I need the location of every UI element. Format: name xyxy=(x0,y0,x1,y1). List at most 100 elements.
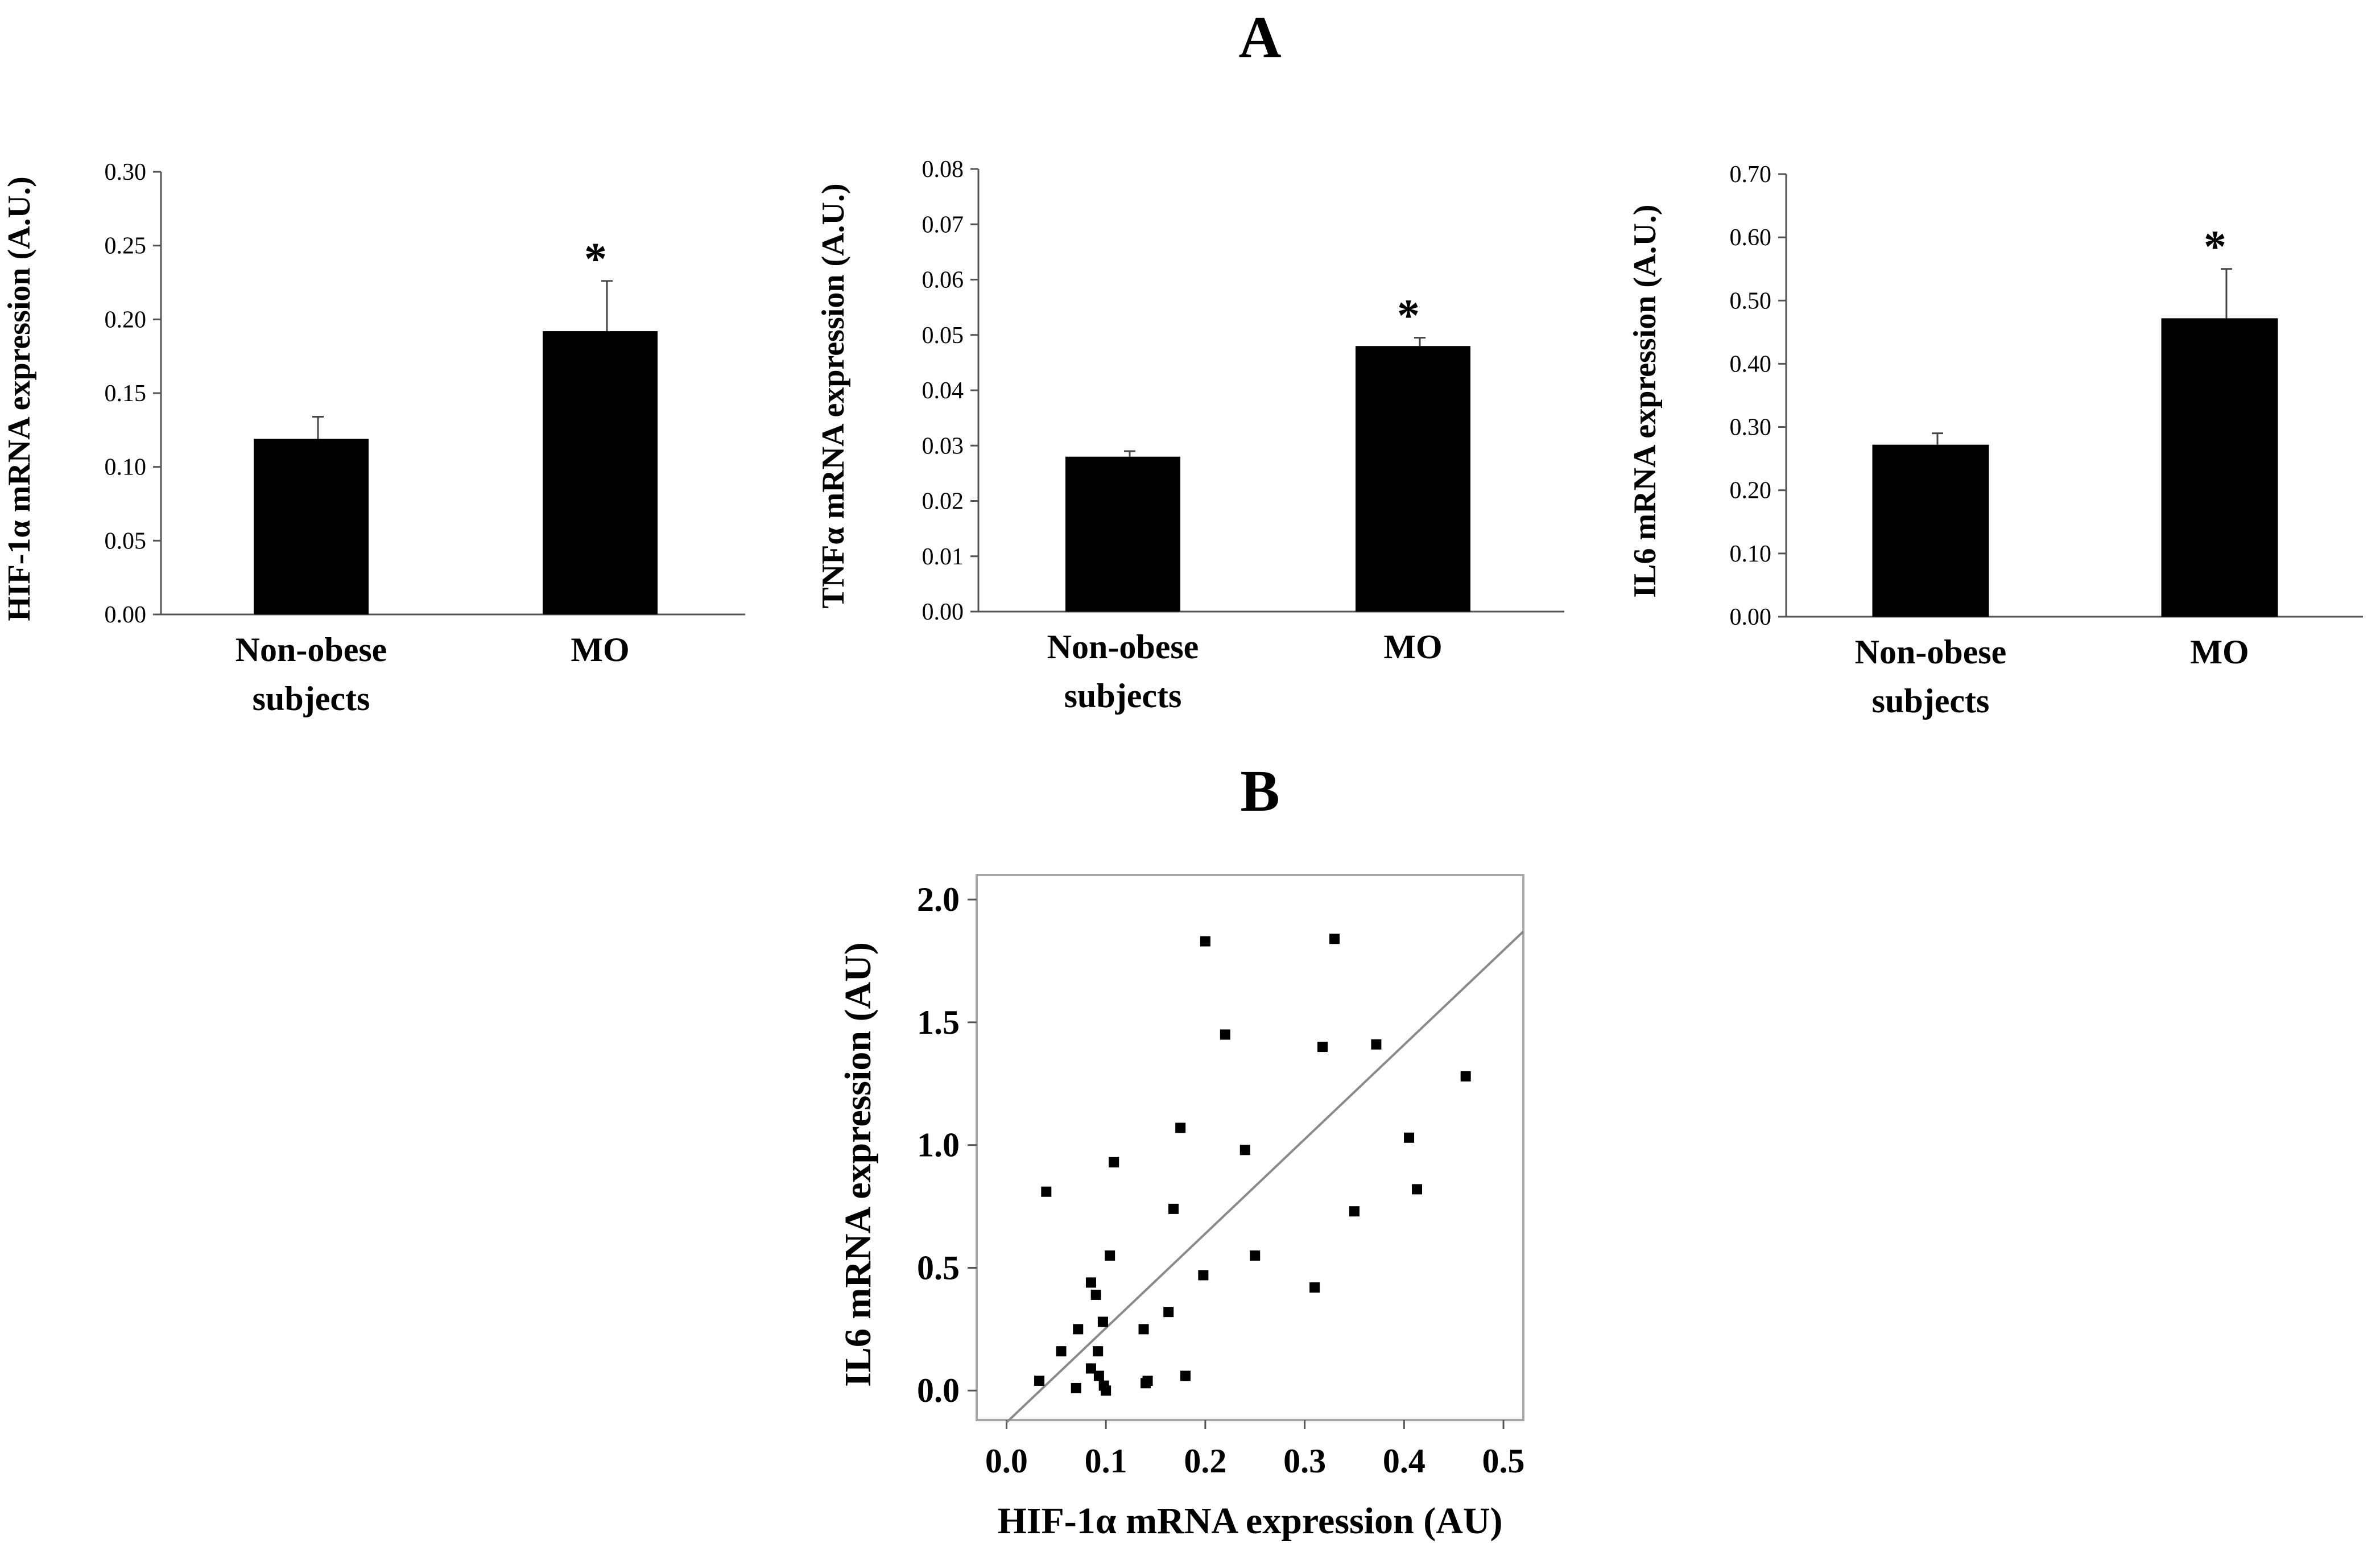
hif1a-vs-il6-scatter: 0.0 0.5 1.0 1.5 2.0 0.0 0.1 0.2 0.3 0.4 0.5 HIF-1α … xyxy=(837,874,1525,1542)
y-tick-label: 0.06 xyxy=(922,267,964,294)
scatter-point xyxy=(1034,1375,1045,1386)
scatter-point xyxy=(1200,936,1210,947)
y-tick-label: 0.30 xyxy=(105,159,147,185)
il6-bar-chart: 0.00 0.10 0.20 0.30 0.40 0.50 0.60 0.70 IL6 mRNA… xyxy=(1627,162,2363,720)
x-axis-title: HIF-1α mRNA expression (AU) xyxy=(997,1500,1502,1542)
y-tick-label: 0.25 xyxy=(105,233,147,259)
bar xyxy=(543,331,658,614)
scatter-point xyxy=(1349,1206,1360,1217)
scatter-point xyxy=(1329,934,1340,944)
y-tick-label: 1.0 xyxy=(917,1126,960,1164)
scatter-point xyxy=(1198,1270,1209,1281)
scatter-point xyxy=(1412,1184,1423,1195)
y-tick-label: 0.05 xyxy=(105,528,147,554)
y-tick-label: 0.00 xyxy=(1730,604,1772,630)
significance-marker: * xyxy=(1397,291,1420,341)
y-axis-title: TNFα mRNA expression (A.U.) xyxy=(816,183,851,608)
category-label-line: Non-obese xyxy=(1855,633,2007,671)
category-label: MO xyxy=(2190,633,2249,671)
panel-label-a: A xyxy=(1238,5,1281,70)
scatter-point xyxy=(1175,1122,1186,1133)
bar xyxy=(1356,346,1470,612)
y-tick-label: 0.20 xyxy=(1730,478,1772,504)
category-label: Non-obese subjects xyxy=(235,631,387,717)
scatter-point xyxy=(1101,1385,1112,1396)
y-tick-label: 0.00 xyxy=(922,599,964,625)
tnfa-bar-chart: 0.00 0.01 0.02 0.03 0.04 0.05 0.06 0.07 0.08 TNFα… xyxy=(816,156,1564,715)
category-label-line: Non-obese xyxy=(235,631,387,668)
scatter-point xyxy=(1220,1029,1230,1040)
scatter-point xyxy=(1317,1042,1328,1053)
y-tick-label: 0.08 xyxy=(922,156,964,183)
scatter-point xyxy=(1180,1371,1191,1381)
category-label-line: subjects xyxy=(1064,677,1182,715)
y-axis-title: HIF-1α mRNA expression (A.U.) xyxy=(2,176,37,621)
y-tick-label: 0.02 xyxy=(922,489,964,515)
scatter-point xyxy=(1404,1132,1415,1143)
y-tick-label: 0.07 xyxy=(922,212,964,238)
scatter-point xyxy=(1142,1375,1153,1386)
category-label: MO xyxy=(1383,628,1442,666)
regression-line xyxy=(1006,930,1524,1423)
x-tick-label: 0.2 xyxy=(1184,1442,1226,1480)
scatter-point xyxy=(1138,1324,1149,1335)
y-axis-title: IL6 mRNA expression (A.U.) xyxy=(1627,204,1663,597)
scatter-point xyxy=(1090,1289,1101,1300)
x-tick-label: 0.4 xyxy=(1383,1442,1425,1480)
significance-marker: * xyxy=(584,234,607,284)
y-tick-label: 0.30 xyxy=(1730,415,1772,441)
scatter-point xyxy=(1163,1307,1174,1318)
y-tick-label: 0.05 xyxy=(922,323,964,349)
plot-frame xyxy=(976,874,1524,1421)
scatter-point xyxy=(1056,1346,1067,1357)
scatter-point xyxy=(1109,1157,1119,1167)
scatter-point xyxy=(1097,1316,1108,1327)
scatter-point xyxy=(1071,1382,1081,1393)
y-tick-label: 0.0 xyxy=(917,1372,960,1409)
significance-marker: * xyxy=(2204,222,2226,273)
y-tick-label: 0.60 xyxy=(1730,225,1772,251)
category-label: MO xyxy=(571,631,629,668)
scatter-point xyxy=(1105,1250,1115,1261)
panel-label-b: B xyxy=(1240,758,1279,824)
x-tick-label: 0.5 xyxy=(1482,1442,1525,1480)
bar xyxy=(254,439,369,614)
x-tick-label: 0.0 xyxy=(985,1442,1028,1480)
scatter-point xyxy=(1041,1186,1052,1197)
bar xyxy=(1872,444,1989,617)
scatter-point xyxy=(1168,1203,1179,1214)
category-label: Non-obese subjects xyxy=(1047,628,1199,715)
hif1a-bar-chart: 0.00 0.05 0.10 0.15 0.20 0.25 0.30 HIF-1α mRNA … xyxy=(2,159,745,717)
y-tick-label: 0.15 xyxy=(105,381,147,407)
scatter-point xyxy=(1239,1145,1250,1155)
bar xyxy=(1065,456,1180,612)
y-tick-label: 0.03 xyxy=(922,433,964,459)
y-tick-label: 0.04 xyxy=(922,378,964,404)
scatter-point xyxy=(1250,1250,1261,1261)
scatter-point xyxy=(1460,1071,1471,1082)
scatter-point xyxy=(1093,1371,1104,1381)
category-label: Non-obese subjects xyxy=(1855,633,2007,720)
y-tick-label: 0.50 xyxy=(1730,288,1772,314)
scatter-point xyxy=(1309,1282,1320,1293)
y-axis-title: IL6 mRNA expression (AU) xyxy=(837,942,879,1387)
x-tick-label: 0.3 xyxy=(1283,1442,1326,1480)
bar xyxy=(2161,318,2278,617)
y-tick-label: 0.70 xyxy=(1730,162,1772,188)
y-tick-label: 0.00 xyxy=(105,602,147,628)
category-label-line: Non-obese xyxy=(1047,628,1199,666)
y-tick-label: 0.01 xyxy=(922,544,964,570)
scatter-point xyxy=(1085,1363,1096,1374)
y-tick-label: 1.5 xyxy=(917,1004,960,1041)
scatter-point xyxy=(1371,1039,1382,1050)
x-tick-label: 0.1 xyxy=(1085,1442,1127,1480)
category-label-line: subjects xyxy=(253,680,370,717)
y-tick-label: 0.20 xyxy=(105,307,147,333)
category-label-line: subjects xyxy=(1872,682,1990,720)
scatter-point xyxy=(1093,1346,1104,1357)
y-tick-label: 0.10 xyxy=(105,455,147,481)
scatter-point xyxy=(1085,1277,1096,1288)
y-tick-label: 0.5 xyxy=(917,1249,960,1286)
y-tick-label: 0.40 xyxy=(1730,351,1772,377)
